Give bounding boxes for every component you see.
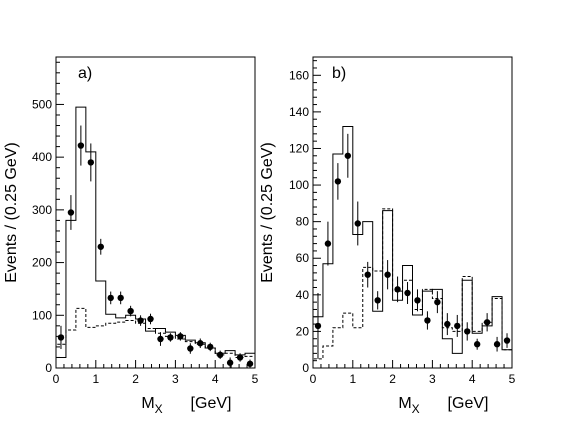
y-tick-label: 20 xyxy=(296,324,310,338)
data-point xyxy=(344,152,352,159)
y-tick-label: 0 xyxy=(302,361,309,375)
dashed-histogram-line xyxy=(312,208,512,368)
x-axis-label: MX xyxy=(141,395,162,416)
plot-frame xyxy=(55,56,256,369)
data-point xyxy=(394,286,401,293)
data-point xyxy=(57,334,65,341)
x-axis-label-subscript: X xyxy=(412,402,420,416)
x-tick-label: 3 xyxy=(172,372,179,386)
data-point xyxy=(483,319,491,326)
y-axis-label: Events / (0.25 GeV) xyxy=(3,142,20,283)
x-tick-label: 2 xyxy=(132,372,139,386)
chart-panel-1: 0 1 2 3 4 5 0 100 200 300 400 500 a) Events / (0.25 G… xyxy=(3,56,259,416)
x-tick-label: 1 xyxy=(92,372,99,386)
data-point xyxy=(444,320,451,328)
x-axis-label-subscript: X xyxy=(155,402,163,416)
y-tick-label: 300 xyxy=(32,203,52,217)
data-point xyxy=(503,337,511,344)
data-point xyxy=(167,334,174,341)
data-point xyxy=(97,243,104,250)
data-point xyxy=(434,298,441,306)
data-point xyxy=(236,354,244,361)
data-point xyxy=(67,209,75,216)
y-tick-label: 140 xyxy=(289,105,309,119)
panel-label: a) xyxy=(78,65,92,82)
x-tick-label: 0 xyxy=(310,372,317,386)
x-tick-label: 5 xyxy=(509,372,516,386)
data-point xyxy=(454,322,461,330)
y-tick-label: 500 xyxy=(32,97,52,111)
y-tick-label: 200 xyxy=(32,256,52,270)
y-tick-label: 160 xyxy=(289,68,309,82)
y-axis-label: Events / (0.25 GeV) xyxy=(259,142,276,283)
y-tick-label: 60 xyxy=(296,251,310,265)
x-tick-label: 0 xyxy=(53,372,60,386)
data-point xyxy=(197,340,204,347)
data-point xyxy=(107,294,114,302)
data-point xyxy=(226,359,234,366)
data-point xyxy=(216,351,224,359)
x-axis-label-main: M xyxy=(398,395,411,412)
data-point xyxy=(354,220,361,227)
data-point xyxy=(147,315,154,323)
data-point xyxy=(384,271,391,278)
x-tick-label: 4 xyxy=(212,372,219,386)
y-tick-label: 0 xyxy=(45,361,52,375)
solid-histogram-line xyxy=(312,126,512,368)
data-point xyxy=(424,317,431,324)
data-point xyxy=(414,297,421,304)
data-point xyxy=(404,289,411,297)
data-point xyxy=(127,307,134,315)
data-point xyxy=(87,159,95,166)
data-point xyxy=(324,240,332,247)
y-tick-label: 100 xyxy=(32,308,52,322)
data-point xyxy=(334,178,342,185)
x-tick-label: 5 xyxy=(252,372,259,386)
x-axis-unit: [GeV] xyxy=(448,395,489,412)
data-point xyxy=(117,294,124,302)
y-tick-label: 40 xyxy=(296,288,310,302)
dashed-histogram-line xyxy=(55,307,255,368)
x-axis-unit: [GeV] xyxy=(191,395,232,412)
data-point xyxy=(314,322,322,330)
data-point xyxy=(207,343,214,351)
data-point xyxy=(464,328,471,335)
chart-panel-2: 0 1 2 3 4 5 0 20 40 60 80 100 120 140 160 b) Events / (0… xyxy=(259,56,516,416)
plot-frame xyxy=(312,56,513,369)
data-point xyxy=(157,335,164,343)
x-tick-label: 2 xyxy=(389,372,396,386)
x-tick-label: 3 xyxy=(429,372,436,386)
data-point xyxy=(187,345,194,352)
data-point xyxy=(177,333,184,340)
y-tick-label: 100 xyxy=(289,178,309,192)
data-point xyxy=(493,341,501,348)
x-tick-label: 4 xyxy=(469,372,476,386)
data-point xyxy=(246,360,254,367)
y-tick-label: 120 xyxy=(289,141,309,155)
data-point xyxy=(364,271,371,278)
panel-label: b) xyxy=(332,65,346,82)
data-point xyxy=(77,142,85,149)
data-point xyxy=(137,317,144,324)
x-axis-label-main: M xyxy=(141,395,154,412)
y-tick-label: 400 xyxy=(32,150,52,164)
x-tick-label: 1 xyxy=(349,372,356,386)
data-point xyxy=(374,297,381,304)
x-axis-label: MX xyxy=(398,395,419,416)
y-tick-label: 80 xyxy=(296,215,310,229)
data-point xyxy=(473,341,481,348)
